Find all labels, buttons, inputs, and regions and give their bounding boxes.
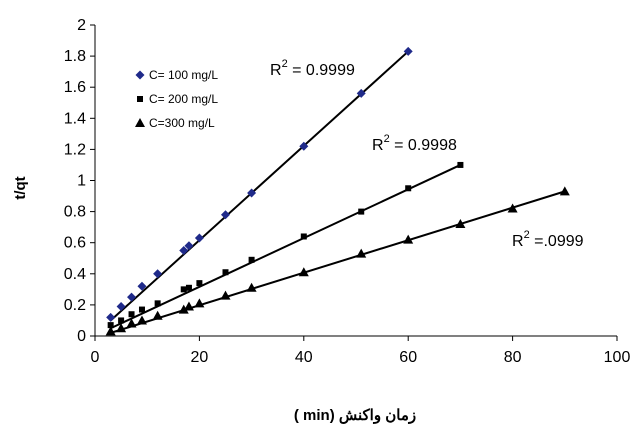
data-point: [183, 301, 194, 311]
y-tick-label: 0.8: [64, 204, 86, 221]
y-tick-label: 1.2: [64, 141, 86, 158]
legend-marker: [137, 96, 143, 102]
data-point: [185, 284, 192, 291]
data-point: [179, 245, 189, 255]
data-point: [138, 306, 145, 313]
data-point: [559, 186, 570, 196]
r2-label: R2 = 0.9999: [270, 58, 355, 79]
legend-label: C= 100 mg/L: [149, 68, 218, 82]
y-tick-label: 0.4: [64, 266, 86, 283]
data-point: [152, 310, 163, 320]
r2-label: R2 =.0999: [512, 229, 584, 250]
data-point: [222, 269, 229, 276]
data-point: [455, 219, 466, 229]
data-point: [221, 210, 230, 220]
x-tick-label: 60: [399, 349, 417, 366]
data-point: [247, 188, 257, 198]
series-3: [105, 186, 570, 336]
y-tick-label: 0.6: [64, 235, 86, 252]
series-2: [107, 161, 464, 330]
r2-superscript: 2: [384, 133, 390, 145]
y-tick-label: 1.6: [64, 79, 86, 96]
y-axis-title: t/qt: [12, 176, 29, 199]
r2-superscript: 2: [524, 229, 530, 241]
data-point: [184, 241, 194, 251]
trendline: [110, 164, 461, 330]
r2-superscript: 2: [282, 58, 288, 70]
data-point: [107, 322, 114, 329]
x-axis-title: زمان واکنش (min ): [294, 407, 416, 424]
legend-marker: [135, 118, 145, 127]
plot-area: [94, 25, 617, 337]
r2-label: R2 = 0.9998: [372, 133, 457, 154]
legend-label: C= 200 mg/L: [149, 92, 218, 106]
y-tick-label: 0.2: [64, 297, 86, 314]
r2-value: =.0999: [530, 233, 584, 250]
data-point: [358, 208, 365, 215]
data-point: [118, 317, 125, 324]
data-point: [194, 298, 205, 308]
data-point: [194, 233, 204, 243]
r2-value: = 0.9999: [288, 62, 355, 79]
r2-prefix: R: [270, 62, 282, 79]
data-point: [153, 269, 163, 279]
legend: C= 100 mg/L C= 200 mg/L C=300 mg/L: [135, 68, 218, 130]
data-point: [405, 185, 412, 192]
data-point: [128, 311, 135, 318]
data-point: [116, 301, 126, 311]
data-point: [457, 161, 464, 168]
x-tick-label: 80: [504, 349, 522, 366]
data-point: [126, 318, 137, 328]
data-point: [106, 312, 116, 322]
data-point: [180, 286, 187, 293]
x-tick-label: 100: [604, 349, 631, 366]
data-point: [136, 315, 147, 325]
data-point: [356, 248, 367, 258]
data-point: [403, 46, 413, 56]
y-tick-label: 1.8: [64, 48, 86, 65]
trendline: [110, 190, 566, 334]
r2-value: = 0.9998: [390, 137, 457, 154]
legend-marker: [135, 70, 145, 80]
data-point: [220, 290, 231, 300]
x-tick-label: 40: [295, 349, 313, 366]
data-point: [105, 326, 116, 336]
data-point: [154, 300, 161, 307]
x-tick-label: 20: [191, 349, 209, 366]
data-point: [248, 256, 255, 263]
r2-prefix: R: [512, 233, 524, 250]
data-point: [300, 233, 307, 240]
series-1: [106, 46, 413, 322]
data-point: [116, 323, 127, 333]
y-tick-label: 1: [77, 173, 86, 190]
r2-prefix: R: [372, 137, 384, 154]
data-point: [298, 267, 309, 277]
data-point: [246, 282, 257, 292]
data-point: [127, 292, 137, 302]
data-point: [403, 234, 414, 244]
data-point: [196, 280, 203, 287]
data-point: [299, 141, 309, 151]
data-point: [507, 203, 518, 213]
x-tick-label: 0: [91, 349, 100, 366]
data-point: [356, 88, 366, 98]
legend-label: C=300 mg/L: [149, 116, 215, 130]
data-point: [137, 281, 147, 291]
axis-ticks: 00.20.40.60.811.21.41.61.820 20 40 60 80 100: [64, 17, 631, 366]
data-point: [178, 304, 189, 314]
y-tick-label: 0: [77, 328, 86, 345]
y-tick-label: 1.4: [64, 110, 86, 127]
y-tick-label: 2: [77, 17, 86, 34]
